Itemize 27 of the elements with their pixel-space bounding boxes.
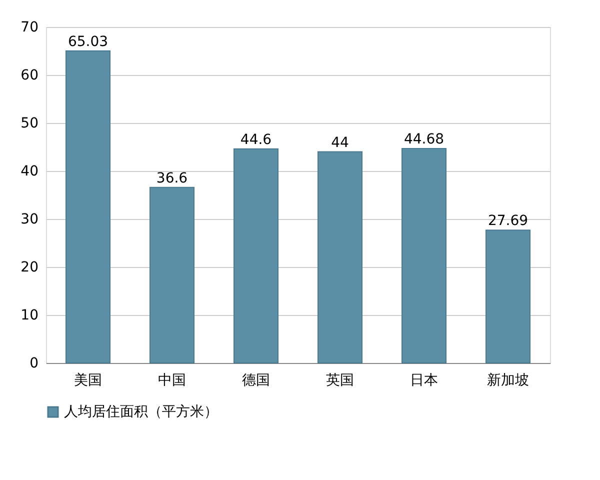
- legend-label: 人均居住面积（平方米）: [64, 404, 218, 420]
- bar: [150, 186, 194, 364]
- data-label: 44.68: [404, 132, 444, 148]
- y-tick-label: 40: [20, 164, 38, 180]
- bar: [318, 151, 362, 364]
- y-tick-label: 50: [20, 116, 38, 132]
- data-label: 27.69: [488, 213, 528, 230]
- y-tick-label: 10: [20, 308, 38, 324]
- data-label: 65.03: [68, 34, 108, 50]
- bar: [402, 148, 446, 364]
- y-tick-label: 20: [20, 260, 38, 276]
- bar: [486, 230, 530, 364]
- x-tick-label: 德国: [242, 372, 270, 388]
- x-tick-label: 中国: [158, 372, 186, 388]
- bar: [234, 148, 278, 364]
- data-label: 36.6: [156, 170, 188, 186]
- bar: [66, 50, 110, 364]
- x-tick-label: 英国: [326, 372, 354, 388]
- data-label: 44: [331, 134, 349, 151]
- y-tick-label: 30: [20, 212, 38, 228]
- x-tick-label: 日本: [410, 372, 438, 388]
- x-tick-label: 新加坡: [487, 372, 529, 388]
- y-tick-label: 0: [30, 356, 38, 372]
- data-label: 44.6: [240, 132, 272, 148]
- y-tick-label: 60: [20, 68, 38, 84]
- y-tick-label: 70: [20, 20, 38, 36]
- x-tick-label: 美国: [74, 372, 102, 388]
